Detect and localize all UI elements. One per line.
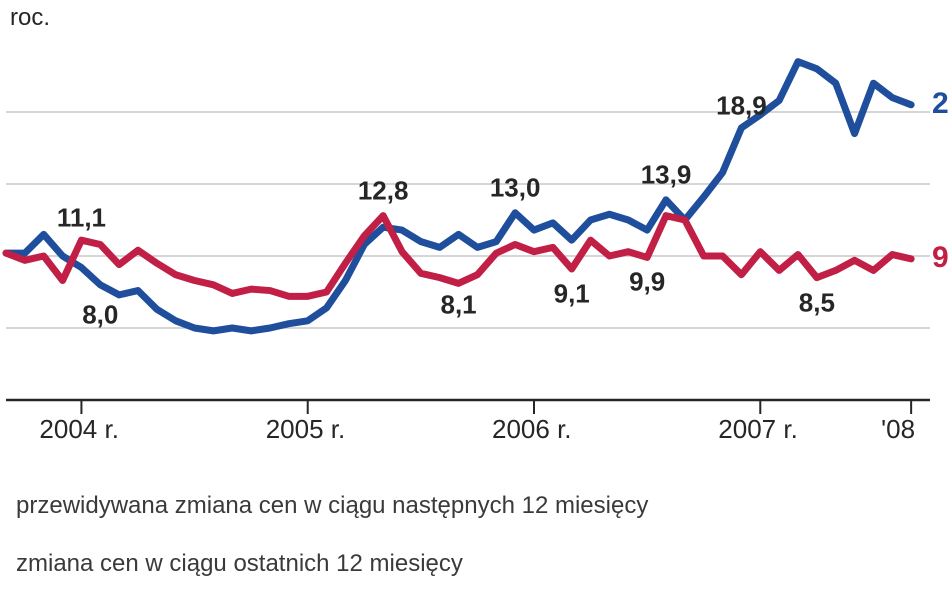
data-label: 8,5: [799, 287, 835, 318]
y-axis-label: roc.: [10, 4, 50, 32]
data-label: 9,1: [554, 278, 590, 309]
data-label: 8,1: [440, 290, 476, 321]
data-label: 13,0: [490, 172, 541, 203]
series-end-label: 9: [932, 241, 948, 275]
x-tick-label: 2004 r.: [39, 414, 119, 445]
data-label: 11,1: [57, 203, 106, 234]
line-chart: roc. 2004 r. 2005 r. 2006 r. 2007 r. '08 8,0…: [0, 0, 948, 593]
data-label: 13,9: [641, 159, 692, 190]
series-end-label: 2: [932, 87, 948, 121]
x-tick-label: 2007 r.: [718, 414, 798, 445]
x-tick-label: '08: [881, 414, 915, 445]
data-label: 8,0: [82, 299, 118, 330]
x-tick-label: 2005 r.: [266, 414, 346, 445]
legend-item-forecast: przewidywana zmiana cen w ciągu następny…: [16, 492, 648, 520]
data-label: 9,9: [629, 267, 665, 298]
legend-item-actual: zmiana cen w ciągu ostatnich 12 miesięcy: [16, 550, 463, 578]
data-label: 12,8: [358, 175, 409, 206]
x-tick-label: 2006 r.: [492, 414, 572, 445]
data-label: 18,9: [716, 90, 767, 121]
